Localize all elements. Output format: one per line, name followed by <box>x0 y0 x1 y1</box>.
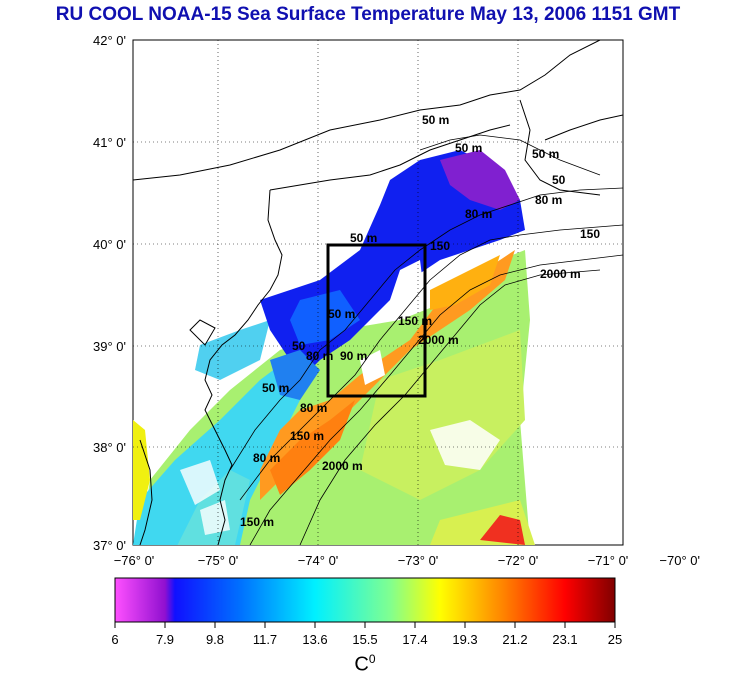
lon-label: −74° 0' <box>298 553 339 568</box>
lat-label: 39° 0' <box>93 339 126 354</box>
lat-axis: 42° 0' 41° 0' 40° 0' 39° 0' 38° 0' 37° 0… <box>93 33 126 553</box>
colorbar-ticks <box>114 622 616 628</box>
colorbar-tick-label: 23.1 <box>552 632 577 647</box>
lon-label: −71° 0' <box>588 553 629 568</box>
contour-label: 2000 m <box>418 333 459 347</box>
lat-label: 41° 0' <box>93 135 126 150</box>
contour-label: 2000 m <box>540 267 581 281</box>
colorbar-tick-label: 17.4 <box>402 632 427 647</box>
contour-label: 50 m <box>328 307 355 321</box>
contour-label: 150 m <box>290 429 324 443</box>
contour-label: 50 m <box>532 147 559 161</box>
lon-label: −75° 0' <box>198 553 239 568</box>
map-title: RU COOL NOAA-15 Sea Surface Temperature … <box>55 4 681 25</box>
coastline <box>133 40 623 545</box>
colorbar-tick-label: 9.8 <box>206 632 224 647</box>
lon-label: −72° 0' <box>498 553 539 568</box>
lon-label: −70° 0' <box>659 553 700 568</box>
lat-label: 40° 0' <box>93 237 126 252</box>
colorbar-tick-label: 11.7 <box>253 632 277 647</box>
contour-label: 80 m <box>306 349 333 363</box>
contour-label: 50 <box>292 339 306 353</box>
contour-label: 150 <box>430 239 450 253</box>
contour-label: 150 m <box>398 314 432 328</box>
lat-label: 37° 0' <box>93 538 126 553</box>
contour-label: 50 <box>552 173 566 187</box>
colorbar-tick-label: 15.5 <box>352 632 377 647</box>
colorbar-unit: C0 <box>354 652 376 676</box>
contour-label: 50 m <box>422 113 449 127</box>
contour-labels: 50 m 50 m 50 m 50 80 m 150 50 m 80 m 200… <box>240 113 600 529</box>
lat-label: 38° 0' <box>93 440 126 455</box>
lon-axis: −76° 0' −75° 0' −74° 0' −73° 0' −72° 0' … <box>114 553 700 568</box>
contour-label: 2000 m <box>322 459 363 473</box>
lat-label: 42° 0' <box>93 33 126 48</box>
colorbar-tick-label: 7.9 <box>156 632 174 647</box>
contour-label: 80 m <box>465 207 492 221</box>
study-box <box>326 243 427 398</box>
contour-label: 80 m <box>300 401 327 415</box>
contour-label: 80 m <box>253 451 280 465</box>
contour-label: 150 <box>580 227 600 241</box>
colorbar-tick-label: 19.3 <box>452 632 477 647</box>
bathymetry-contours <box>229 134 623 545</box>
contour-label: 90 m <box>340 349 367 363</box>
lon-label: −76° 0' <box>114 553 155 568</box>
colorbar-labels: 6 7.9 9.8 11.7 13.6 15.5 17.4 19.3 21.2 … <box>111 632 622 647</box>
contour-label: 50 m <box>350 231 377 245</box>
colorbar <box>114 577 616 623</box>
contour-label: 50 m <box>455 141 482 155</box>
contour-label: 80 m <box>535 193 562 207</box>
contour-label: 50 m <box>262 381 289 395</box>
colorbar-tick-label: 13.6 <box>302 632 327 647</box>
contour-label: 150 m <box>240 515 274 529</box>
colorbar-tick-label: 25 <box>608 632 622 647</box>
colorbar-tick-label: 21.2 <box>502 632 527 647</box>
lon-label: −73° 0' <box>398 553 439 568</box>
colorbar-tick-label: 6 <box>111 632 118 647</box>
